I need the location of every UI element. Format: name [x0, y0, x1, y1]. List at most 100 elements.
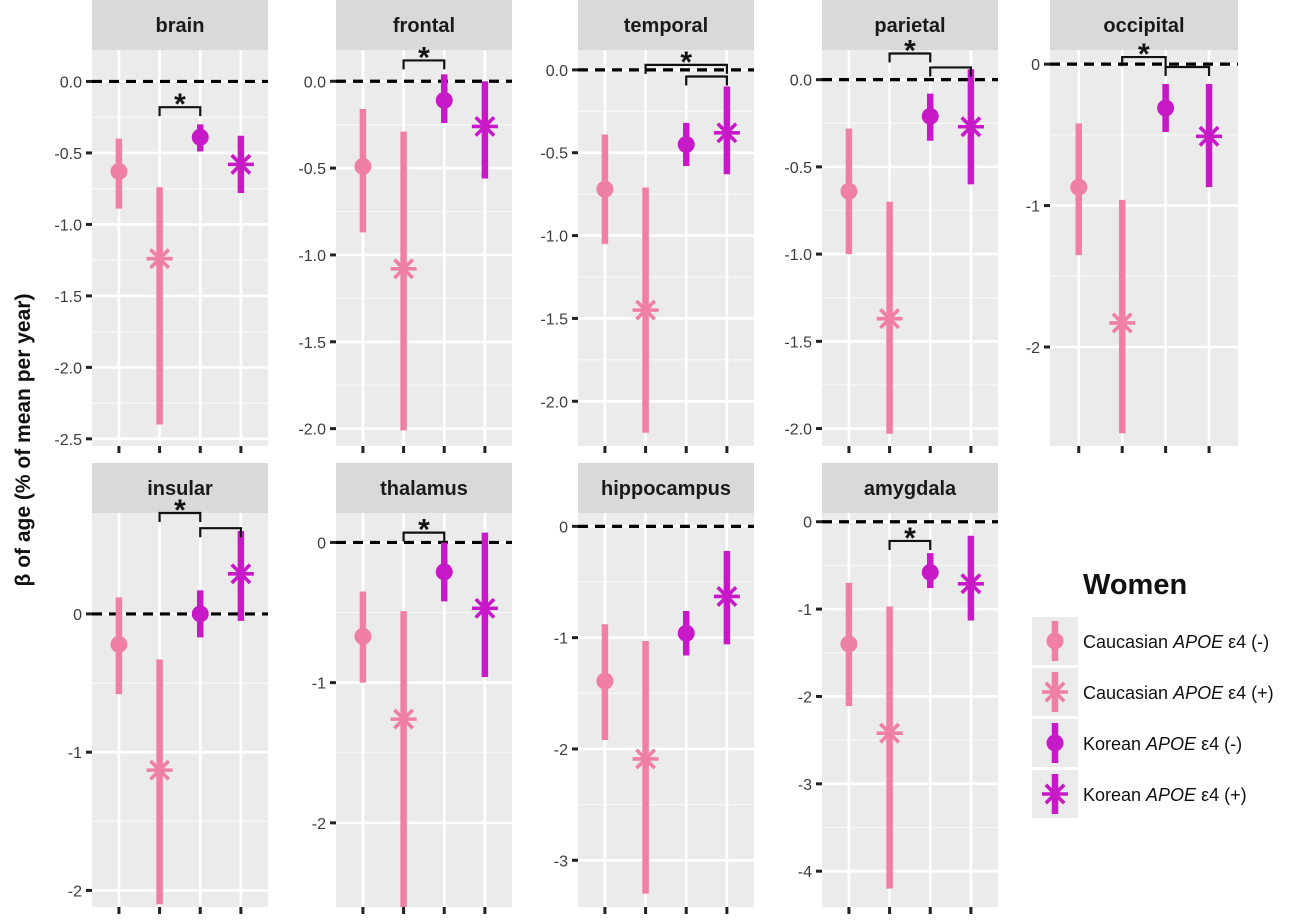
data-point	[435, 91, 453, 109]
legend-item: Caucasian APOE ε4 (-)	[1032, 617, 1269, 665]
y-tick-label: -1.5	[784, 334, 812, 351]
y-tick-label: -2	[312, 816, 326, 833]
panel-strip	[822, 463, 998, 513]
significance-bracket	[1164, 65, 1211, 76]
legend-label: Korean APOE ε4 (-)	[1083, 734, 1242, 754]
significance-star: *	[1138, 38, 1150, 71]
data-point	[110, 163, 128, 181]
y-tick-label: -2.0	[540, 394, 568, 411]
y-tick-label: 0.0	[60, 74, 82, 91]
panel-temporal: temporal 0.0 -0.5 -1.0 -1.5 -2.0 *	[540, 0, 754, 453]
data-point	[471, 113, 498, 140]
y-tick-label: -0.5	[54, 146, 82, 163]
data-point	[390, 706, 417, 733]
data-point	[876, 720, 903, 747]
y-tick-label: -1.5	[298, 335, 326, 352]
panel-title: occipital	[1103, 15, 1184, 37]
y-axis-label: β of age (% of mean per year)	[12, 294, 35, 587]
data-point	[435, 563, 453, 581]
legend-item: Korean APOE ε4 (+)	[1032, 770, 1247, 818]
panel-strip	[578, 463, 754, 513]
y-tick-label: -1	[554, 631, 568, 648]
data-point	[957, 570, 984, 597]
y-tick-label: -1.5	[540, 311, 568, 328]
y-tick-label: -1	[312, 676, 326, 693]
legend-marker	[1046, 734, 1064, 752]
y-tick-label: -2	[68, 883, 82, 900]
significance-bracket: *	[402, 41, 446, 74]
y-tick-label: -2.0	[298, 422, 326, 439]
legend-label: Korean APOE ε4 (+)	[1083, 785, 1247, 805]
y-tick-label: 0	[559, 519, 568, 536]
data-point	[677, 135, 695, 153]
data-point	[110, 635, 128, 653]
panel-strip	[336, 0, 512, 50]
significance-bracket	[199, 527, 242, 538]
data-point	[146, 757, 173, 784]
panel-title: temporal	[624, 15, 708, 37]
y-tick-label: -2.0	[784, 422, 812, 439]
y-tick-label: 0	[1031, 57, 1040, 74]
y-tick-label: -0.5	[784, 160, 812, 177]
y-tick-label: -0.5	[298, 161, 326, 178]
panel-title: hippocampus	[601, 478, 731, 500]
data-point	[921, 107, 939, 125]
y-tick-label: -1	[68, 745, 82, 762]
significance-bracket: *	[158, 494, 202, 527]
data-point	[957, 113, 984, 140]
panels-layer: brain 0.0 -0.5 -1.0 -1.5 -2.0 -2.5 * frontal 0.0 -…	[54, 0, 1238, 914]
data-point	[840, 182, 858, 200]
significance-bracket	[685, 75, 728, 86]
data-point	[390, 255, 417, 282]
data-point	[632, 297, 659, 324]
panel-title: parietal	[874, 15, 945, 37]
panel-strip	[578, 0, 754, 50]
y-tick-label: -2	[554, 742, 568, 759]
significance-bracket: *	[1121, 38, 1167, 71]
significance-bracket: *	[158, 88, 202, 121]
y-tick-label: -0.5	[540, 146, 568, 163]
panel-strip	[92, 463, 268, 513]
panel-insular: insular 0 -1 -2 *	[68, 463, 268, 914]
significance-bracket	[929, 66, 972, 77]
data-point	[713, 119, 740, 146]
data-point	[876, 305, 903, 332]
y-tick-label: 0.0	[546, 63, 568, 80]
y-tick-label: 0	[803, 515, 812, 532]
panel-occipital: occipital 0 -1 -2 *	[1026, 0, 1238, 453]
y-tick-label: -1.0	[784, 247, 812, 264]
y-tick-label: 0	[317, 535, 326, 552]
data-point	[713, 583, 740, 610]
data-point	[1196, 123, 1223, 150]
data-point	[354, 157, 372, 175]
y-tick-label: -2	[1026, 340, 1040, 357]
data-point	[354, 627, 372, 645]
panel-title: insular	[147, 478, 213, 500]
panel-title: frontal	[393, 15, 455, 37]
legend-title: Women	[1083, 569, 1187, 601]
significance-bracket: *	[644, 46, 728, 79]
legend-marker	[1046, 632, 1064, 650]
y-tick-label: -2.5	[54, 432, 82, 449]
panel-title: amygdala	[864, 478, 957, 500]
y-tick-label: 0.0	[790, 73, 812, 90]
significance-star: *	[418, 514, 430, 547]
panel-background	[92, 50, 268, 446]
y-tick-label: -2	[798, 689, 812, 706]
panel-brain: brain 0.0 -0.5 -1.0 -1.5 -2.0 -2.5 *	[54, 0, 268, 453]
significance-star: *	[174, 494, 186, 527]
data-point	[191, 128, 209, 146]
panel-strip	[92, 0, 268, 50]
legend-marker	[1042, 781, 1068, 807]
legend-label: Caucasian APOE ε4 (-)	[1083, 632, 1269, 652]
y-tick-label: -3	[554, 853, 568, 870]
significance-star: *	[418, 41, 430, 74]
data-point	[677, 624, 695, 642]
y-tick-label: -1.0	[298, 248, 326, 265]
significance-star: *	[904, 522, 916, 555]
significance-star: *	[680, 46, 692, 79]
data-point	[227, 151, 254, 178]
significance-star: *	[904, 34, 916, 67]
significance-star: *	[174, 88, 186, 121]
